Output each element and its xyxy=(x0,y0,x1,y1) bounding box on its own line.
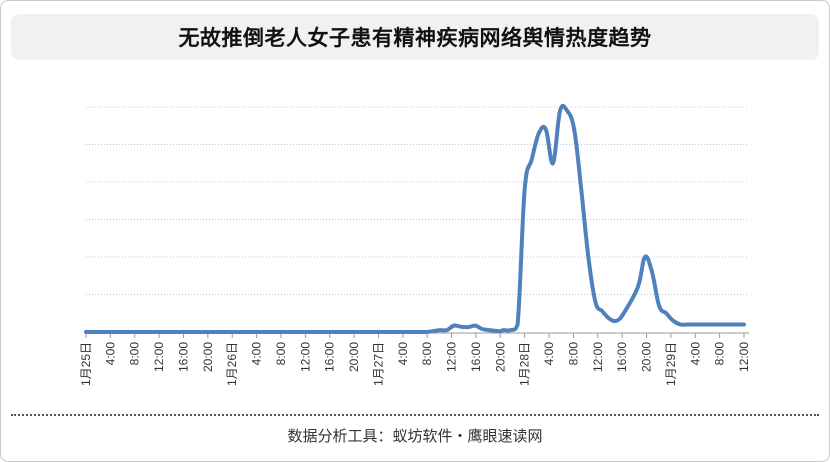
title-bar: 无故推倒老人女子患有精神疾病网络舆情热度趋势 xyxy=(11,14,819,60)
x-tick-label: 8:00 xyxy=(128,342,142,366)
x-tick-label: 1月27日 xyxy=(371,342,385,386)
x-tick-label: 1月28日 xyxy=(518,342,532,386)
x-tick-label: 8:00 xyxy=(420,342,434,366)
heat-trend-line xyxy=(84,103,746,334)
trend-chart: 1月25日 4:00 8:00 12:00 16:00 20:00 1月26日 4:00 8:0… xyxy=(79,103,751,386)
x-tick-label: 1月29日 xyxy=(664,342,678,386)
x-tick-label: 4:00 xyxy=(542,342,556,366)
x-tick-label: 20:00 xyxy=(640,342,654,372)
x-tick-label: 8:00 xyxy=(713,342,727,366)
x-tick-label: 20:00 xyxy=(201,342,215,372)
x-tick-label: 8:00 xyxy=(274,342,288,366)
x-tick-label: 12:00 xyxy=(737,342,751,372)
x-tick-label: 20:00 xyxy=(347,342,361,372)
x-tick-label: 16:00 xyxy=(176,342,190,372)
x-tick-label: 1月26日 xyxy=(225,342,239,386)
x-tick-label: 4:00 xyxy=(103,342,117,366)
x-tick-label: 8:00 xyxy=(566,342,580,366)
x-tick-labels: 1月25日 4:00 8:00 12:00 16:00 20:00 1月26日 4:00 8:0… xyxy=(79,342,751,386)
x-tick-label: 4:00 xyxy=(688,342,702,366)
x-tick-label: 20:00 xyxy=(493,342,507,372)
x-tick-label: 12:00 xyxy=(445,342,459,372)
x-tick-label: 12:00 xyxy=(152,342,166,372)
x-tick-label: 1月25日 xyxy=(79,342,93,386)
x-tick-label: 16:00 xyxy=(469,342,483,372)
x-tick-label: 16:00 xyxy=(615,342,629,372)
footer-credit: 数据分析工具：蚁坊软件・鹰眼速读网 xyxy=(287,427,543,445)
x-tick-label: 4:00 xyxy=(250,342,264,366)
footer-divider xyxy=(11,414,819,416)
chart-title: 无故推倒老人女子患有精神疾病网络舆情热度趋势 xyxy=(178,26,652,50)
x-tick-label: 4:00 xyxy=(396,342,410,366)
grid-lines xyxy=(86,106,749,295)
x-tick-label: 12:00 xyxy=(591,342,605,372)
x-tick-label: 16:00 xyxy=(323,342,337,372)
x-tick-label: 12:00 xyxy=(298,342,312,372)
